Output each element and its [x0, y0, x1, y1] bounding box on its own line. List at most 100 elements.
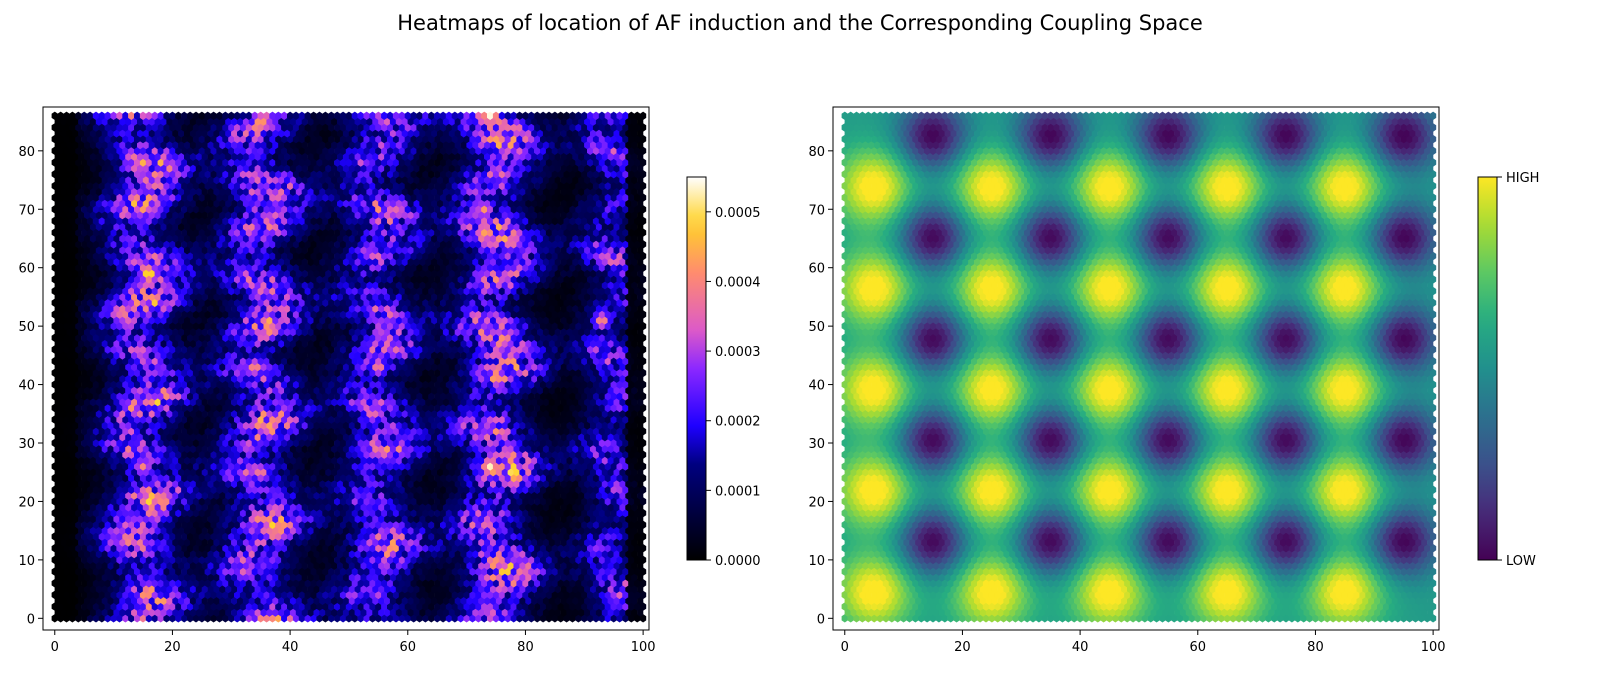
af-induction-hex-cell: [95, 456, 102, 465]
af-induction-hex-cell: [216, 579, 223, 588]
af-induction-hex-cell: [63, 520, 70, 529]
af-induction-hex-cell: [601, 514, 608, 524]
af-induction-hex-cell: [92, 473, 100, 483]
af-induction-hex-cell: [557, 497, 564, 506]
af-induction-hex-cell: [292, 590, 300, 600]
af-induction-hex-cell: [78, 608, 85, 617]
af-induction-hex-cell: [278, 561, 285, 570]
af-induction-hex-cell: [581, 614, 588, 623]
af-induction-hex-cell: [78, 479, 85, 489]
af-induction-hex-cell: [551, 462, 558, 471]
af-induction-hex-cell: [387, 497, 394, 506]
af-induction-hex-cell: [313, 561, 320, 570]
af-induction-hex-cell: [322, 485, 329, 494]
af-induction-hex-cell: [148, 526, 155, 535]
af-induction-hex-cell: [531, 479, 538, 489]
af-induction-hex-cell: [487, 544, 494, 553]
af-induction-hex-cell: [613, 573, 620, 582]
af-induction-hex-cell: [581, 544, 588, 553]
af-induction-hex-cell: [528, 462, 535, 471]
af-induction-hex-cell: [640, 508, 647, 518]
af-induction-hex-cell: [134, 590, 141, 600]
af-induction-hex-cell: [578, 561, 585, 570]
af-induction-hex-cell: [419, 491, 426, 500]
af-induction-hex-cell: [51, 567, 58, 576]
af-induction-hex-cell: [631, 514, 638, 524]
af-induction-hex-cell: [251, 520, 258, 529]
af-induction-hex-cell: [213, 549, 220, 559]
af-induction-hex-cell: [389, 561, 397, 570]
af-induction-hex-cell: [507, 526, 514, 535]
af-induction-hex-cell: [234, 532, 241, 541]
af-induction-hex-cell: [592, 473, 600, 483]
af-induction-hex-cell: [584, 538, 591, 547]
af-induction-hex-cell: [210, 462, 217, 471]
af-induction-hex-cell: [189, 503, 197, 512]
af-induction-hex-cell: [204, 544, 211, 553]
af-induction-hex-cell: [78, 596, 85, 605]
af-induction-hex-cell: [339, 497, 347, 506]
af-induction-hex-cell: [369, 520, 376, 529]
af-induction-hex-cell: [475, 602, 482, 611]
af-induction-hex-cell: [251, 473, 258, 483]
af-induction-hex-cell: [501, 468, 508, 477]
af-induction-hex-cell: [237, 561, 244, 570]
af-induction-hex-cell: [431, 479, 438, 489]
af-induction-hex-cell: [201, 573, 208, 582]
af-induction-hex-cell: [334, 567, 341, 576]
af-induction-hex-cell: [342, 479, 350, 489]
af-induction-hex-cell: [260, 584, 267, 594]
af-induction-hex-cell: [487, 567, 494, 576]
af-induction-hex-cell: [531, 584, 538, 594]
af-induction-hex-cell: [257, 614, 264, 623]
af-induction-hex-cell: [210, 602, 217, 611]
af-induction-hex-cell: [525, 608, 532, 617]
af-induction-hex-cell: [545, 602, 553, 611]
af-induction-hex-cell: [187, 544, 194, 553]
af-induction-hex-cell: [372, 468, 379, 477]
af-induction-hex-cell: [181, 497, 188, 506]
af-induction-hex-cell: [57, 579, 64, 588]
af-induction-hex-cell: [484, 596, 491, 605]
af-induction-hex-cell: [381, 567, 388, 576]
af-induction-hex-cell: [137, 514, 144, 524]
af-induction-hex-cell: [410, 497, 417, 506]
af-induction-hex-cell: [342, 526, 350, 535]
af-induction-hex-cell: [519, 573, 526, 582]
af-induction-hex-cell: [613, 479, 620, 489]
af-induction-hex-cell: [407, 514, 414, 524]
af-induction-hex-cell: [210, 614, 217, 623]
af-induction-hex-cell: [501, 596, 508, 605]
af-induction-hex-cell: [457, 579, 464, 588]
af-induction-hex-cell: [501, 608, 508, 617]
af-induction-hex-cell: [207, 596, 214, 605]
af-induction-hex-cell: [289, 549, 297, 559]
af-induction-hex-cell: [398, 497, 405, 506]
af-induction-hex-cell: [495, 514, 503, 524]
af-induction-hex-cell: [84, 573, 91, 582]
af-induction-hex-cell: [575, 567, 582, 576]
af-induction-hex-cell: [466, 549, 473, 559]
af-induction-hex-cell: [516, 544, 523, 553]
af-induction-hex-cell: [531, 573, 538, 582]
af-induction-hex-cell: [537, 573, 544, 582]
af-induction-hex-cell: [142, 584, 150, 594]
af-induction-hex-cell: [95, 584, 102, 594]
af-induction-hex-cell: [351, 485, 358, 494]
af-induction-hex-cell: [125, 503, 132, 512]
af-induction-hex-cell: [425, 549, 432, 559]
af-induction-hex-cell: [457, 485, 464, 494]
af-induction-hex-cell: [354, 608, 361, 617]
af-induction-hex-cell: [387, 462, 394, 471]
af-induction-hex-cell: [207, 468, 214, 477]
af-induction-hex-cell: [125, 479, 132, 489]
af-induction-hex-cell: [237, 479, 244, 489]
af-induction-hex-cell: [313, 608, 320, 617]
af-induction-hex-cell: [151, 567, 158, 576]
af-induction-hex-cell: [110, 532, 117, 541]
af-induction-hex-cell: [460, 491, 467, 500]
af-induction-hex-cell: [569, 508, 576, 518]
af-induction-hex-cell: [275, 602, 282, 611]
af-induction-hex-cell: [184, 526, 191, 535]
af-induction-hex-cell: [384, 468, 391, 477]
